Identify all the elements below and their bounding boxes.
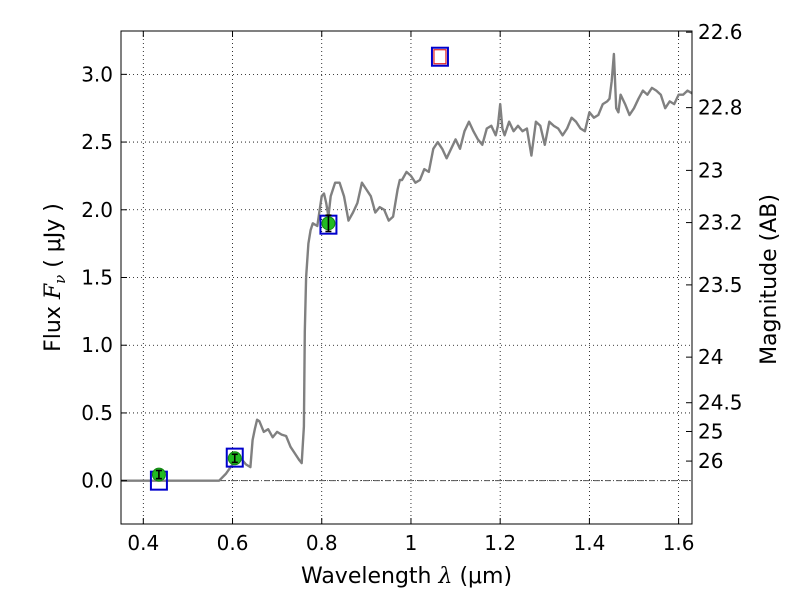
y-tick-label: 2.0: [81, 198, 113, 222]
x-axis-label: Wavelength λ (μm): [301, 564, 512, 589]
magnitude-tick-label: 25: [698, 419, 723, 443]
y-tick-label: 1.5: [81, 266, 113, 290]
y-tick-label: 3.0: [81, 62, 113, 86]
x-tick-label: 1.2: [484, 531, 516, 555]
x-tick-label: 0.6: [217, 531, 249, 555]
x-tick-label: 1: [405, 531, 418, 555]
x-tick-label: 0.4: [127, 531, 159, 555]
y-tick-label: 1.0: [81, 333, 113, 357]
model-spectrum-line: [121, 52, 692, 482]
upper-limit-inner-square: [433, 49, 447, 65]
right-axis-label: Magnitude (AB): [757, 194, 782, 365]
model-photometry-square: [225, 447, 244, 468]
magnitude-tick-label: 26: [698, 449, 723, 473]
y-tick-label: 2.5: [81, 130, 113, 154]
axis-ticks: 0.4 0.6 0.8 1 1.2 1.4 1.6 0.0 0.5 1.0 1.5 2.0 2.5 3.0…: [81, 20, 742, 555]
magnitude-tick-label: 24.5: [698, 391, 743, 415]
y-axis-label: Flux Fν ( μJy ): [41, 203, 69, 352]
magnitude-tick-label: 23: [698, 158, 723, 182]
magnitude-tick-label: 23.5: [698, 273, 743, 297]
magnitude-tick-label: 24: [698, 345, 723, 369]
magnitude-tick-label: 22.6: [698, 20, 743, 44]
grid-lines: [121, 31, 692, 524]
magnitude-tick-label: 22.8: [698, 96, 743, 120]
x-tick-label: 1.6: [663, 531, 695, 555]
y-tick-label: 0.5: [81, 401, 113, 425]
x-tick-label: 1.4: [573, 531, 605, 555]
upper-limit-outer-square: [430, 46, 449, 67]
y-tick-label: 0.0: [81, 469, 113, 493]
photometry-points: [149, 46, 449, 491]
magnitude-tick-label: 23.2: [698, 211, 743, 235]
plot-frame: [120, 30, 693, 525]
x-tick-label: 0.8: [306, 531, 338, 555]
